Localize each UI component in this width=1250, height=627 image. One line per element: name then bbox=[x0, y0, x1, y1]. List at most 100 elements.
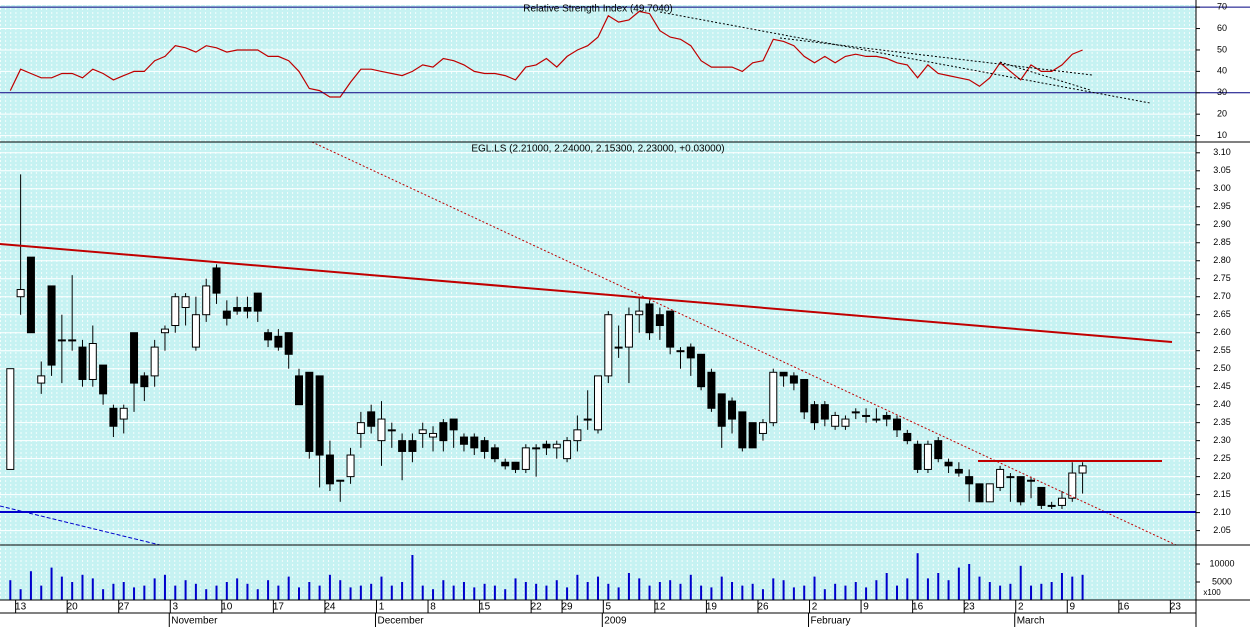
candle-body bbox=[140, 375, 149, 388]
candle-body bbox=[975, 483, 984, 503]
volume-bar bbox=[823, 589, 826, 600]
volume-bar bbox=[390, 585, 393, 600]
candle-body bbox=[26, 256, 35, 334]
volume-bar bbox=[813, 576, 816, 600]
candle-body bbox=[377, 418, 386, 442]
candle-body bbox=[109, 407, 118, 427]
x-tick-label: 8 bbox=[430, 602, 436, 613]
candle-body bbox=[810, 404, 819, 424]
x-tick-label: 26 bbox=[757, 602, 769, 613]
candle-body bbox=[851, 411, 860, 414]
candle-body bbox=[47, 285, 56, 366]
volume-bar bbox=[81, 574, 84, 600]
volume-bar bbox=[803, 585, 806, 600]
volume-bar bbox=[535, 583, 538, 600]
candle-body bbox=[305, 371, 314, 452]
y-tick-label: 2.40 bbox=[1213, 399, 1231, 409]
volume-bar bbox=[91, 578, 94, 600]
candle-body bbox=[645, 303, 654, 334]
candle-body bbox=[841, 418, 850, 427]
x-tick-label: 2 bbox=[812, 602, 818, 613]
volume-bar bbox=[9, 580, 12, 600]
candle-body bbox=[532, 447, 541, 450]
volume-bar bbox=[143, 585, 146, 600]
candle-body bbox=[119, 407, 128, 420]
volume-bar bbox=[947, 580, 950, 600]
month-label: November bbox=[171, 616, 218, 627]
candle-body bbox=[68, 339, 77, 342]
candle-body bbox=[697, 353, 706, 388]
volume-bar bbox=[1081, 574, 1084, 600]
y-tick-label: 2.60 bbox=[1213, 327, 1231, 337]
y-tick-label: 2.50 bbox=[1213, 363, 1231, 373]
volume-bar bbox=[689, 574, 692, 600]
candle-body bbox=[264, 332, 273, 341]
x-tick-label: 23 bbox=[1170, 602, 1182, 613]
x-tick-label: 9 bbox=[863, 602, 869, 613]
volume-bar bbox=[566, 587, 569, 600]
x-tick-label: 3 bbox=[172, 602, 178, 613]
x-tick-label: 19 bbox=[706, 602, 718, 613]
month-label: February bbox=[811, 616, 851, 627]
volume-bar bbox=[885, 573, 888, 600]
downtrend-line bbox=[311, 141, 1177, 546]
y-tick-label: 2.35 bbox=[1213, 417, 1231, 427]
volume-bar bbox=[328, 574, 331, 600]
candle-body bbox=[171, 296, 180, 327]
volume-bar bbox=[792, 587, 795, 600]
x-tick-label: 16 bbox=[912, 602, 924, 613]
candle-body bbox=[501, 461, 510, 467]
candle-body bbox=[738, 411, 747, 449]
candle-body bbox=[996, 468, 1005, 488]
support-trendline bbox=[0, 505, 161, 546]
candle-body bbox=[356, 422, 365, 434]
volume-bar bbox=[1009, 583, 1012, 600]
candle-body bbox=[913, 443, 922, 470]
volume-bar bbox=[401, 582, 404, 600]
x-tick-label: 20 bbox=[67, 602, 79, 613]
candle-body bbox=[521, 447, 530, 470]
volume-bar bbox=[287, 576, 290, 600]
candle-body bbox=[831, 414, 840, 427]
month-label: March bbox=[1017, 616, 1045, 627]
volume-bar bbox=[421, 585, 424, 600]
candle-body bbox=[985, 483, 994, 503]
y-tick-label: 2.10 bbox=[1213, 507, 1231, 517]
volume-bar bbox=[761, 589, 764, 600]
volume-bar bbox=[772, 578, 775, 600]
volume-bar bbox=[184, 580, 187, 600]
candle-body bbox=[789, 375, 798, 384]
volume-bar bbox=[380, 576, 383, 600]
volume-bar bbox=[50, 567, 53, 600]
y-tick-label: 2.95 bbox=[1213, 201, 1231, 211]
candle-body bbox=[728, 400, 737, 420]
volume-bar bbox=[627, 573, 630, 600]
candle-body bbox=[398, 440, 407, 452]
vertical-grid bbox=[0, 5, 1196, 600]
candle-body bbox=[965, 476, 974, 485]
candle-body bbox=[1037, 486, 1046, 506]
y-tick-label: 2.05 bbox=[1213, 525, 1231, 535]
volume-bar bbox=[576, 574, 579, 600]
candle-body bbox=[872, 418, 881, 421]
candle-body bbox=[748, 422, 757, 449]
volume-bar bbox=[999, 585, 1002, 600]
volume-bar bbox=[597, 576, 599, 600]
volume-bar bbox=[112, 583, 115, 600]
volume-bar bbox=[236, 578, 239, 600]
volume-bar bbox=[19, 589, 22, 600]
candle-body bbox=[233, 307, 242, 312]
candle-body bbox=[511, 461, 520, 470]
candle-body bbox=[1057, 497, 1066, 506]
candle-body bbox=[1027, 479, 1036, 482]
y-tick-label: 40 bbox=[1217, 66, 1227, 76]
volume-bar bbox=[607, 583, 610, 600]
candle-body bbox=[325, 454, 334, 485]
candle-body bbox=[563, 440, 572, 460]
candle-body bbox=[635, 310, 644, 316]
y-tick-label: 60 bbox=[1217, 23, 1227, 33]
volume-bar bbox=[916, 553, 919, 600]
volume-bar bbox=[133, 587, 136, 600]
y-tick-label: 20 bbox=[1217, 109, 1227, 119]
